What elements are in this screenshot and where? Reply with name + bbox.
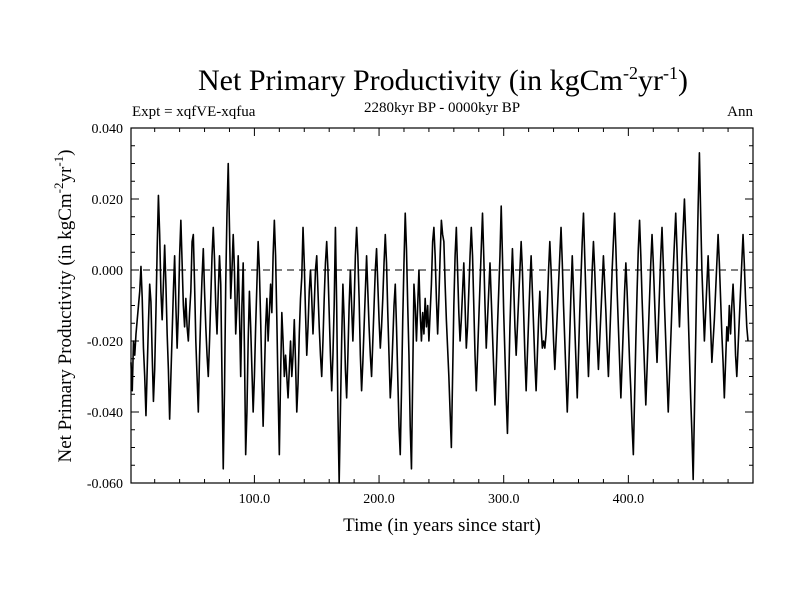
y-tick-label-1: -0.040 — [87, 406, 123, 421]
chart-subtitle-center: 2280kyr BP - 0000kyr BP — [364, 100, 520, 116]
y-tick-label-0: -0.060 — [87, 477, 123, 492]
x-tick-label-3: 400.0 — [613, 492, 645, 507]
plot-area: 100.0 200.0 300.0 400.0 -0.060 -0.040 -0.020 0… — [87, 122, 754, 507]
x-tick-label-2: 300.0 — [488, 492, 520, 507]
chart-subtitle-right: Ann — [727, 104, 753, 120]
x-tick-label-0: 100.0 — [239, 492, 271, 507]
y-axis-label: Net Primary Productivity (in kgCm-2yr-1) — [51, 150, 76, 463]
series-group — [130, 152, 749, 484]
y-tick-label-5: 0.040 — [92, 122, 124, 137]
x-axis-ticks: 100.0 200.0 300.0 400.0 — [154, 128, 729, 507]
y-axis-ticks: -0.060 -0.040 -0.020 0.000 0.020 0.040 — [87, 122, 753, 492]
y-tick-label-4: 0.020 — [92, 193, 124, 208]
x-axis-label: Time (in years since start) — [343, 515, 541, 536]
y-tick-label-3: 0.000 — [92, 264, 124, 279]
chart-subtitle-left: Expt = xqfVE-xqfua — [132, 104, 256, 120]
series-line-0 — [130, 152, 749, 484]
chart-title: Net Primary Productivity (in kgCm-2yr-1) — [198, 63, 688, 97]
y-tick-label-2: -0.020 — [87, 335, 123, 350]
x-tick-label-1: 200.0 — [363, 492, 395, 507]
